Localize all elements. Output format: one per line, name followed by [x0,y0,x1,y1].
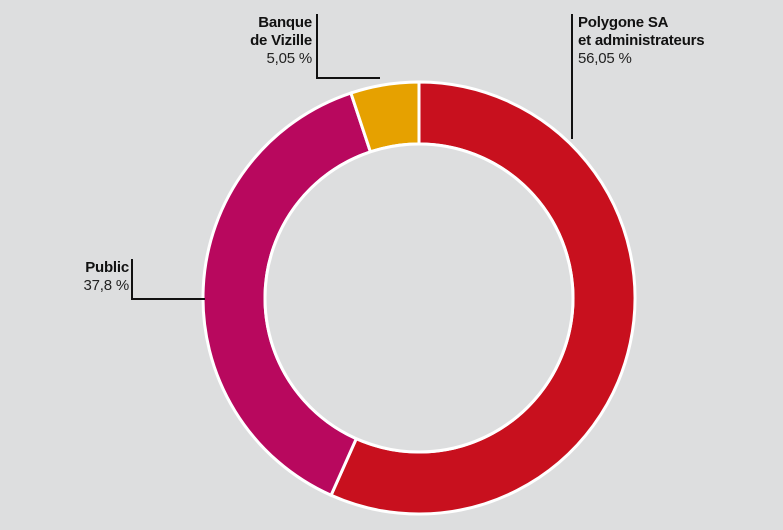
leader-line-polygone [571,14,573,139]
slice-name-line: Banque [258,14,312,31]
slice-name-line: Public [85,259,129,276]
slice-name-line: de Vizille [250,32,312,49]
leader-line-public [131,298,205,300]
slice-name-line: Polygone SA [578,14,669,31]
leader-line-banque [316,77,380,79]
label-polygone-sa: Polygone SA et administrateurs 56,05 % [578,14,778,68]
label-public: Public 37,8 % [30,259,130,295]
leader-line-public [131,259,133,300]
slice-value-label: 56,05 % [578,50,632,67]
leader-line-banque [316,14,318,78]
slice-name-line: et administrateurs [578,32,705,49]
label-banque-de-vizille: Banque de Vizille 5,05 % [200,14,312,68]
donut-hole [263,142,575,454]
slice-value-label: 5,05 % [266,50,313,67]
slice-value-label: 37,8 % [83,277,130,294]
